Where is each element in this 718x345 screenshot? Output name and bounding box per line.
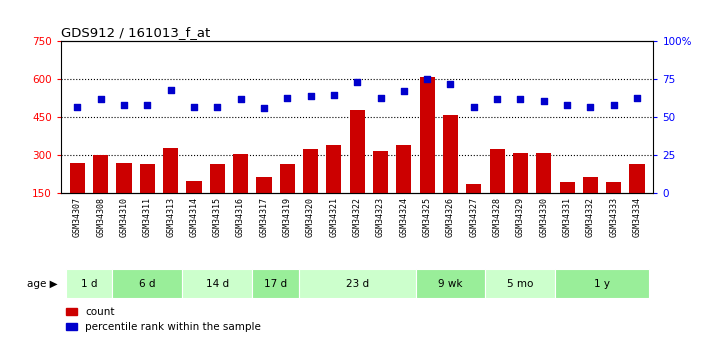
Text: 14 d: 14 d — [206, 279, 229, 289]
Point — [608, 102, 620, 108]
Bar — [416, 269, 485, 298]
Text: 23 d: 23 d — [345, 279, 369, 289]
Bar — [606, 182, 621, 231]
Text: GSM34334: GSM34334 — [633, 197, 642, 237]
Text: GSM34315: GSM34315 — [213, 197, 222, 237]
Point — [468, 104, 480, 109]
Bar — [93, 155, 108, 231]
Bar — [490, 149, 505, 231]
Bar — [116, 163, 131, 231]
Text: GSM34308: GSM34308 — [96, 197, 105, 237]
Bar — [299, 269, 416, 298]
Text: 6 d: 6 d — [139, 279, 156, 289]
Text: GSM34322: GSM34322 — [353, 197, 362, 237]
Text: GSM34307: GSM34307 — [73, 197, 82, 237]
Text: GSM34333: GSM34333 — [610, 197, 618, 237]
Bar — [65, 269, 112, 298]
Text: GSM34329: GSM34329 — [516, 197, 525, 237]
Point — [141, 102, 153, 108]
Point — [491, 96, 503, 102]
Point — [561, 102, 573, 108]
Bar — [559, 182, 574, 231]
Text: GSM34320: GSM34320 — [306, 197, 315, 237]
Text: GSM34325: GSM34325 — [423, 197, 432, 237]
Bar — [485, 269, 556, 298]
Text: GSM34332: GSM34332 — [586, 197, 595, 237]
Legend: count, percentile rank within the sample: count, percentile rank within the sample — [66, 307, 261, 332]
Bar — [70, 163, 85, 231]
Text: GSM34326: GSM34326 — [446, 197, 455, 237]
Point — [538, 98, 549, 104]
Text: GSM34330: GSM34330 — [539, 197, 549, 237]
Text: GSM34314: GSM34314 — [190, 197, 198, 237]
Bar — [583, 177, 598, 231]
Bar — [350, 110, 365, 231]
Bar — [443, 115, 458, 231]
Bar — [163, 148, 178, 231]
Point — [352, 80, 363, 85]
Text: GSM34321: GSM34321 — [330, 197, 338, 237]
Text: age ▶: age ▶ — [27, 279, 57, 289]
Bar — [326, 145, 342, 231]
Point — [165, 87, 177, 93]
Bar — [256, 177, 271, 231]
Text: GSM34313: GSM34313 — [166, 197, 175, 237]
Bar — [466, 184, 481, 231]
Point — [584, 104, 596, 109]
Bar — [182, 269, 252, 298]
Bar — [210, 164, 225, 231]
Text: 5 mo: 5 mo — [507, 279, 533, 289]
Point — [258, 106, 270, 111]
Bar — [556, 269, 649, 298]
Point — [398, 89, 409, 94]
Point — [515, 96, 526, 102]
Text: 1 y: 1 y — [594, 279, 610, 289]
Bar — [303, 149, 318, 231]
Text: GSM34310: GSM34310 — [119, 197, 129, 237]
Point — [375, 95, 386, 100]
Bar — [252, 269, 299, 298]
Text: GSM34317: GSM34317 — [259, 197, 269, 237]
Text: GSM34327: GSM34327 — [470, 197, 478, 237]
Bar — [140, 164, 155, 231]
Bar — [536, 153, 551, 231]
Bar — [513, 153, 528, 231]
Text: GSM34316: GSM34316 — [236, 197, 245, 237]
Text: GDS912 / 161013_f_at: GDS912 / 161013_f_at — [61, 26, 210, 39]
Text: GSM34328: GSM34328 — [493, 197, 502, 237]
Point — [95, 96, 106, 102]
Text: 9 wk: 9 wk — [438, 279, 462, 289]
Point — [212, 104, 223, 109]
Point — [188, 104, 200, 109]
Point — [631, 95, 643, 100]
Point — [281, 95, 293, 100]
Point — [118, 102, 130, 108]
Bar — [233, 154, 248, 231]
Point — [444, 81, 456, 87]
Text: 17 d: 17 d — [264, 279, 287, 289]
Point — [72, 104, 83, 109]
Bar — [396, 145, 411, 231]
Text: GSM34323: GSM34323 — [376, 197, 385, 237]
Bar — [112, 269, 182, 298]
Bar — [373, 151, 388, 231]
Bar — [187, 180, 202, 231]
Text: GSM34324: GSM34324 — [399, 197, 409, 237]
Point — [328, 92, 340, 97]
Text: GSM34319: GSM34319 — [283, 197, 292, 237]
Point — [235, 96, 246, 102]
Text: GSM34331: GSM34331 — [563, 197, 572, 237]
Bar — [419, 77, 434, 231]
Point — [305, 93, 317, 99]
Point — [421, 77, 433, 82]
Bar — [630, 164, 645, 231]
Text: GSM34311: GSM34311 — [143, 197, 151, 237]
Bar — [280, 164, 295, 231]
Text: 1 d: 1 d — [80, 279, 97, 289]
